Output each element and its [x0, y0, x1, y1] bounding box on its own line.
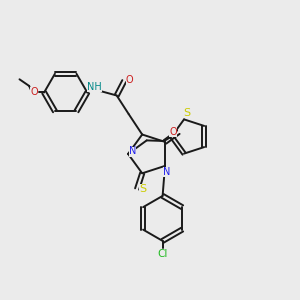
- Text: O: O: [169, 127, 177, 137]
- Text: O: O: [126, 75, 134, 85]
- Text: O: O: [30, 87, 38, 97]
- Text: Cl: Cl: [158, 249, 168, 260]
- Text: N: N: [129, 146, 136, 157]
- Text: NH: NH: [87, 82, 102, 92]
- Text: S: S: [183, 108, 190, 118]
- Text: N: N: [163, 167, 170, 177]
- Text: S: S: [139, 184, 146, 194]
